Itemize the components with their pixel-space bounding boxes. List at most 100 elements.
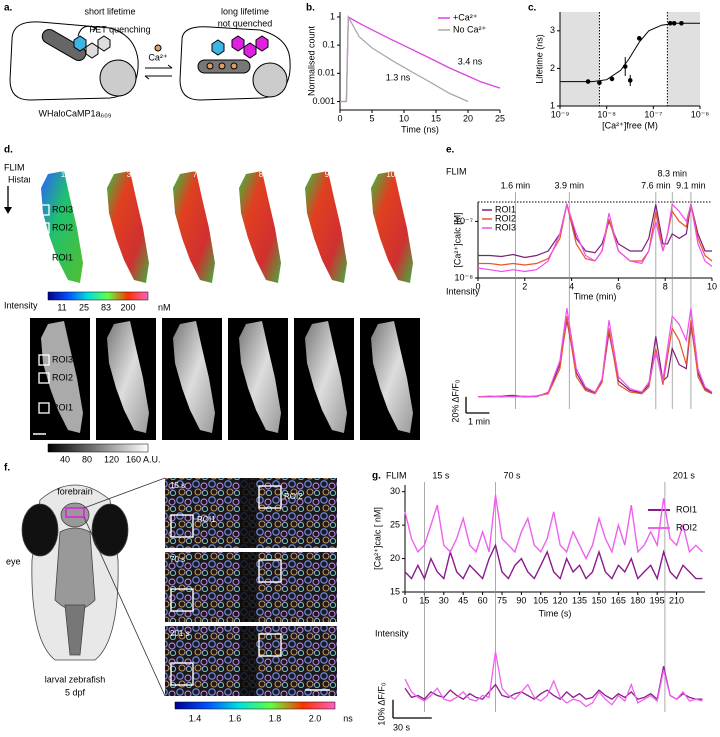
y-tick-label: 10⁻⁷ (455, 216, 473, 226)
trace (477, 202, 713, 273)
label: PET quenching (89, 24, 150, 34)
label: ROI2 (284, 492, 303, 501)
label: short lifetime (84, 6, 135, 16)
panel-label: f. (4, 463, 10, 474)
y-tick-label: 1 (550, 100, 555, 110)
label: 7.6 min (641, 180, 671, 190)
label: 1.6 (229, 713, 242, 723)
label: 7.6 min (193, 170, 219, 179)
x-tick-label: 45 (458, 595, 468, 605)
trace (404, 543, 703, 581)
panel-label: e. (446, 145, 455, 156)
y-tick-label: 10⁻⁸ (454, 272, 473, 282)
label: 83 (101, 302, 111, 312)
x-tick-label: 150 (591, 595, 606, 605)
x-tick-label: 135 (572, 595, 587, 605)
x-tick-label: 15 (431, 113, 441, 123)
roi-box (258, 485, 282, 509)
label: 15 s (170, 481, 185, 490)
label: 1.4 (189, 713, 202, 723)
point (636, 36, 642, 41)
trace (478, 320, 713, 398)
image-mask (240, 552, 256, 622)
roi-box (38, 372, 50, 384)
x-tick-label: 10⁻⁷ (644, 109, 662, 119)
x-tick-label: 210 (669, 595, 684, 605)
label: Time (s) (539, 608, 572, 618)
panel-label: g. (372, 471, 381, 482)
label: ROI1 (676, 504, 697, 514)
label: ROI3 (52, 204, 73, 214)
label: 8.3 min (259, 170, 285, 179)
y-tick-label: 0.001 (312, 96, 335, 106)
roi-box (38, 204, 50, 216)
x-tick-label: 10⁻⁸ (597, 109, 616, 119)
y-tick-label: 25 (390, 520, 400, 530)
x-tick-label: 60 (478, 595, 488, 605)
sensor-diagram (9, 21, 291, 101)
label: ROI2 (495, 213, 516, 223)
y-tick-label: 0.1 (322, 40, 335, 50)
label: ROI1 (52, 402, 73, 412)
label: [Ca²⁺]calc [ nM] (372, 507, 382, 570)
roi-box (170, 514, 194, 538)
label: +Ca²⁺ (453, 12, 478, 22)
label: Intensity (446, 286, 480, 296)
label: Intensity (375, 628, 409, 638)
y-tick-label: 15 (390, 586, 400, 596)
label: 8.3 min (657, 168, 687, 178)
cell (371, 321, 413, 433)
trace (404, 666, 703, 701)
label: 11 (57, 302, 66, 312)
y-tick-label: 30 (390, 486, 400, 496)
roi-box (258, 559, 282, 583)
label: Normalised count (306, 25, 316, 96)
label: 15 s (432, 470, 450, 480)
label: Time (ns) (401, 124, 439, 134)
point (679, 20, 684, 26)
x-tick-label: 0 (402, 595, 407, 605)
label: Time (min) (574, 291, 617, 301)
label: ROI1 (52, 252, 73, 262)
x-tick-label: 180 (630, 595, 645, 605)
point (609, 76, 615, 82)
roi-box (38, 222, 50, 234)
x-tick-label: 2 (522, 281, 527, 291)
label: 3.9 min (555, 180, 585, 190)
label: [Ca²⁺]calc [M] (452, 212, 462, 267)
zebrafish-diagram (21, 477, 166, 697)
label: 25 (79, 302, 89, 312)
label: nM (158, 302, 171, 312)
cell (305, 321, 347, 433)
label: FLIM (386, 470, 407, 480)
trace (404, 651, 703, 708)
label: Ca²⁺ (148, 52, 168, 62)
cell (305, 171, 347, 283)
label: 2.0 (309, 713, 322, 723)
label: 10% ΔF/F₀ (376, 682, 386, 726)
cell (41, 171, 83, 283)
label: 30 s (393, 722, 411, 732)
label: not quenched (218, 18, 273, 28)
label: 10.1 min (386, 170, 417, 179)
panel-label: c. (528, 3, 537, 14)
x-tick-label: 75 (497, 595, 507, 605)
label: 40 (60, 454, 70, 464)
label: Intensity (4, 300, 38, 310)
label: 3.9 min (127, 170, 153, 179)
label: FLIM (446, 166, 467, 176)
point (622, 64, 628, 69)
roi-box (170, 588, 194, 612)
label: ROI1 (495, 204, 516, 214)
panel-label: a. (4, 3, 13, 14)
trace (404, 494, 703, 561)
label: 201 s (673, 470, 696, 480)
label: 160 A.U. (126, 454, 161, 464)
label: ROI3 (52, 354, 73, 364)
label: Lifetime (ns) (534, 34, 544, 84)
cell (107, 321, 149, 433)
shade (667, 12, 700, 106)
label: 9.1 min (325, 170, 351, 179)
label: forebrain (57, 486, 93, 496)
